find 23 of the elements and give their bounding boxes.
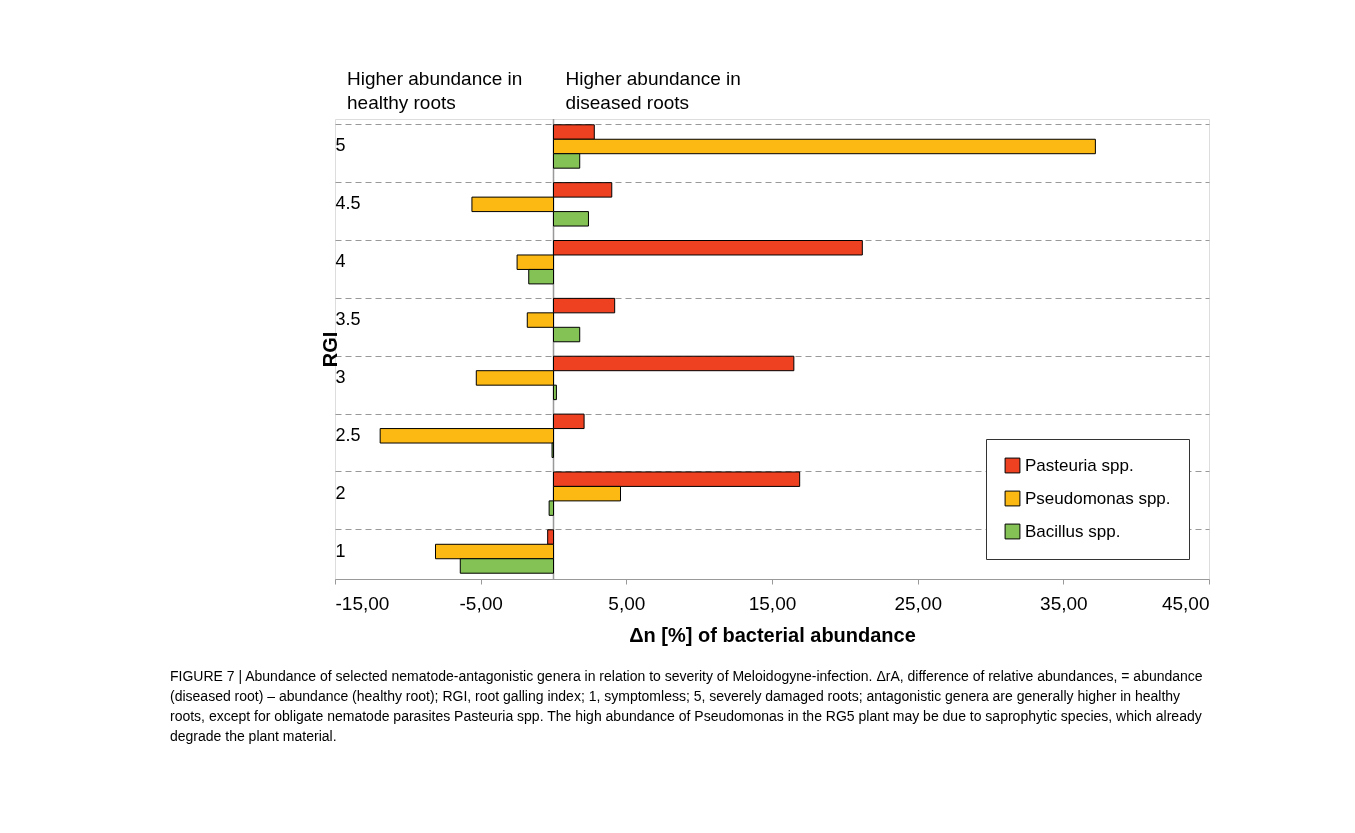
x-tick-label: -5,00 — [459, 592, 503, 614]
x-tick-label: 5,00 — [608, 592, 646, 614]
y-tick-label: 1 — [335, 540, 346, 561]
x-tick-label: -15,00 — [335, 592, 390, 614]
y-tick-label: 5 — [335, 135, 346, 156]
x-tick-label: 45,00 — [1161, 592, 1210, 614]
text: Higher abundance in diseased roots — [565, 68, 741, 113]
caption: FIGURE 7 | Abundance of selected nematode-antagonistic genera in relation to severity of Meloidogyne-infection. ΔrA, difference of relative abundances, = abundance (diseased root) – abundance (healthy root); RGI, root galling index; 1, symptomless; 5, severely damaged roots; antagonistic genera are generally higher in healthy roots, except for obligate nematode parasites Pasteuria spp. The high abundance of Pseudomonas in the RG5 plant may be due to saprophytic species, which already degrade the plant material. — [170, 668, 1203, 744]
y-tick-label: 3.5 — [335, 309, 361, 330]
legend-label: Pseudomonas spp. — [1025, 488, 1171, 508]
x-tick-label: 25,00 — [894, 592, 942, 614]
y-axis-title: RGI — [318, 331, 341, 368]
y-tick-label: 2 — [335, 482, 346, 503]
legend-label: Pasteuria spp. — [1025, 455, 1134, 475]
x-tick-label: 15,00 — [748, 592, 797, 614]
x-tick-label: 35,00 — [1040, 592, 1088, 614]
y-tick-label: 4 — [335, 251, 346, 272]
y-tick-label: 2.5 — [335, 424, 361, 445]
x-axis-title: Δn [%] of bacterial abundance — [629, 623, 916, 646]
y-tick-label: 3 — [335, 366, 346, 387]
legend-label: Bacillus spp. — [1025, 521, 1121, 541]
text: Higher abundance in healthy roots — [347, 68, 523, 113]
y-tick-label: 4.5 — [335, 193, 361, 214]
